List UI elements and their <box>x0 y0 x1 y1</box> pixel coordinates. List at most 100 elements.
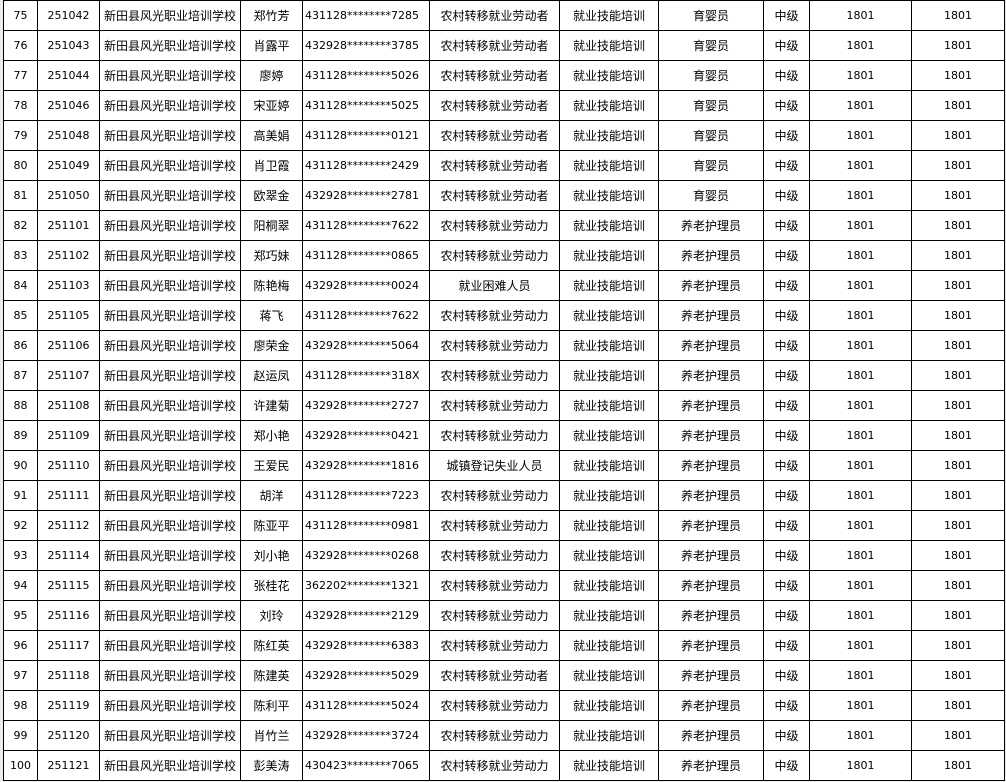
personnel-category-cell[interactable]: 农村转移就业劳动力 <box>429 210 560 241</box>
skill-level-cell[interactable]: 中级 <box>763 720 810 751</box>
school-name-cell[interactable]: 新田县风光职业培训学校 <box>99 480 241 511</box>
amount-cell[interactable]: 1801 <box>809 120 912 151</box>
person-name-cell[interactable]: 陈建英 <box>240 660 303 691</box>
student-code-cell[interactable]: 251043 <box>37 30 100 61</box>
person-name-cell[interactable]: 宋亚婷 <box>240 90 303 121</box>
person-name-cell[interactable]: 彭美涛 <box>240 750 303 781</box>
skill-level-cell[interactable]: 中级 <box>763 630 810 661</box>
school-name-cell[interactable]: 新田县风光职业培训学校 <box>99 210 241 241</box>
student-code-cell[interactable]: 251042 <box>37 0 100 31</box>
student-code-cell[interactable]: 251109 <box>37 420 100 451</box>
occupation-cell[interactable]: 养老护理员 <box>658 570 764 601</box>
occupation-cell[interactable]: 养老护理员 <box>658 510 764 541</box>
row-number-cell[interactable]: 90 <box>3 450 38 481</box>
student-code-cell[interactable]: 251108 <box>37 390 100 421</box>
id-number-cell[interactable]: 432928********1816 <box>302 450 430 481</box>
student-code-cell[interactable]: 251105 <box>37 300 100 331</box>
id-number-cell[interactable]: 430423********7065 <box>302 750 430 781</box>
occupation-cell[interactable]: 养老护理员 <box>658 630 764 661</box>
training-type-cell[interactable]: 就业技能培训 <box>559 60 659 91</box>
row-number-cell[interactable]: 77 <box>3 60 38 91</box>
training-type-cell[interactable]: 就业技能培训 <box>559 270 659 301</box>
subsidy-amount-cell[interactable]: 1801 <box>911 120 1005 151</box>
subsidy-amount-cell[interactable]: 1801 <box>911 540 1005 571</box>
personnel-category-cell[interactable]: 农村转移就业劳动力 <box>429 240 560 271</box>
school-name-cell[interactable]: 新田县风光职业培训学校 <box>99 660 241 691</box>
occupation-cell[interactable]: 养老护理员 <box>658 240 764 271</box>
amount-cell[interactable]: 1801 <box>809 480 912 511</box>
person-name-cell[interactable]: 郑巧妹 <box>240 240 303 271</box>
person-name-cell[interactable]: 陈亚平 <box>240 510 303 541</box>
subsidy-amount-cell[interactable]: 1801 <box>911 450 1005 481</box>
skill-level-cell[interactable]: 中级 <box>763 390 810 421</box>
row-number-cell[interactable]: 80 <box>3 150 38 181</box>
id-number-cell[interactable]: 362202********1321 <box>302 570 430 601</box>
occupation-cell[interactable]: 育婴员 <box>658 30 764 61</box>
training-type-cell[interactable]: 就业技能培训 <box>559 510 659 541</box>
personnel-category-cell[interactable]: 农村转移就业劳动者 <box>429 90 560 121</box>
person-name-cell[interactable]: 欧翠金 <box>240 180 303 211</box>
person-name-cell[interactable]: 肖卫霞 <box>240 150 303 181</box>
row-number-cell[interactable]: 92 <box>3 510 38 541</box>
occupation-cell[interactable]: 养老护理员 <box>658 540 764 571</box>
id-number-cell[interactable]: 431128********7622 <box>302 210 430 241</box>
person-name-cell[interactable]: 许建菊 <box>240 390 303 421</box>
occupation-cell[interactable]: 养老护理员 <box>658 360 764 391</box>
row-number-cell[interactable]: 79 <box>3 120 38 151</box>
personnel-category-cell[interactable]: 农村转移就业劳动力 <box>429 720 560 751</box>
student-code-cell[interactable]: 251102 <box>37 240 100 271</box>
amount-cell[interactable]: 1801 <box>809 750 912 781</box>
occupation-cell[interactable]: 养老护理员 <box>658 300 764 331</box>
amount-cell[interactable]: 1801 <box>809 270 912 301</box>
skill-level-cell[interactable]: 中级 <box>763 540 810 571</box>
personnel-category-cell[interactable]: 农村转移就业劳动力 <box>429 510 560 541</box>
amount-cell[interactable]: 1801 <box>809 0 912 31</box>
school-name-cell[interactable]: 新田县风光职业培训学校 <box>99 0 241 31</box>
row-number-cell[interactable]: 76 <box>3 30 38 61</box>
student-code-cell[interactable]: 251044 <box>37 60 100 91</box>
student-code-cell[interactable]: 251101 <box>37 210 100 241</box>
training-type-cell[interactable]: 就业技能培训 <box>559 30 659 61</box>
skill-level-cell[interactable]: 中级 <box>763 270 810 301</box>
id-number-cell[interactable]: 431128********7223 <box>302 480 430 511</box>
personnel-category-cell[interactable]: 农村转移就业劳动力 <box>429 300 560 331</box>
personnel-category-cell[interactable]: 农村转移就业劳动力 <box>429 420 560 451</box>
occupation-cell[interactable]: 养老护理员 <box>658 330 764 361</box>
skill-level-cell[interactable]: 中级 <box>763 330 810 361</box>
occupation-cell[interactable]: 育婴员 <box>658 90 764 121</box>
subsidy-amount-cell[interactable]: 1801 <box>911 300 1005 331</box>
id-number-cell[interactable]: 432928********0268 <box>302 540 430 571</box>
skill-level-cell[interactable]: 中级 <box>763 300 810 331</box>
school-name-cell[interactable]: 新田县风光职业培训学校 <box>99 300 241 331</box>
school-name-cell[interactable]: 新田县风光职业培训学校 <box>99 270 241 301</box>
row-number-cell[interactable]: 91 <box>3 480 38 511</box>
student-code-cell[interactable]: 251116 <box>37 600 100 631</box>
student-code-cell[interactable]: 251048 <box>37 120 100 151</box>
skill-level-cell[interactable]: 中级 <box>763 600 810 631</box>
student-code-cell[interactable]: 251121 <box>37 750 100 781</box>
amount-cell[interactable]: 1801 <box>809 60 912 91</box>
occupation-cell[interactable]: 养老护理员 <box>658 720 764 751</box>
personnel-category-cell[interactable]: 农村转移就业劳动力 <box>429 750 560 781</box>
school-name-cell[interactable]: 新田县风光职业培训学校 <box>99 120 241 151</box>
person-name-cell[interactable]: 陈利平 <box>240 690 303 721</box>
training-type-cell[interactable]: 就业技能培训 <box>559 210 659 241</box>
id-number-cell[interactable]: 431128********7622 <box>302 300 430 331</box>
skill-level-cell[interactable]: 中级 <box>763 570 810 601</box>
school-name-cell[interactable]: 新田县风光职业培训学校 <box>99 720 241 751</box>
subsidy-amount-cell[interactable]: 1801 <box>911 30 1005 61</box>
training-type-cell[interactable]: 就业技能培训 <box>559 0 659 31</box>
personnel-category-cell[interactable]: 农村转移就业劳动力 <box>429 600 560 631</box>
training-type-cell[interactable]: 就业技能培训 <box>559 690 659 721</box>
skill-level-cell[interactable]: 中级 <box>763 690 810 721</box>
id-number-cell[interactable]: 431128********318X <box>302 360 430 391</box>
id-number-cell[interactable]: 432928********0024 <box>302 270 430 301</box>
occupation-cell[interactable]: 育婴员 <box>658 120 764 151</box>
person-name-cell[interactable]: 赵运凤 <box>240 360 303 391</box>
student-code-cell[interactable]: 251115 <box>37 570 100 601</box>
occupation-cell[interactable]: 养老护理员 <box>658 450 764 481</box>
id-number-cell[interactable]: 432928********5029 <box>302 660 430 691</box>
subsidy-amount-cell[interactable]: 1801 <box>911 150 1005 181</box>
id-number-cell[interactable]: 432928********6383 <box>302 630 430 661</box>
occupation-cell[interactable]: 育婴员 <box>658 60 764 91</box>
